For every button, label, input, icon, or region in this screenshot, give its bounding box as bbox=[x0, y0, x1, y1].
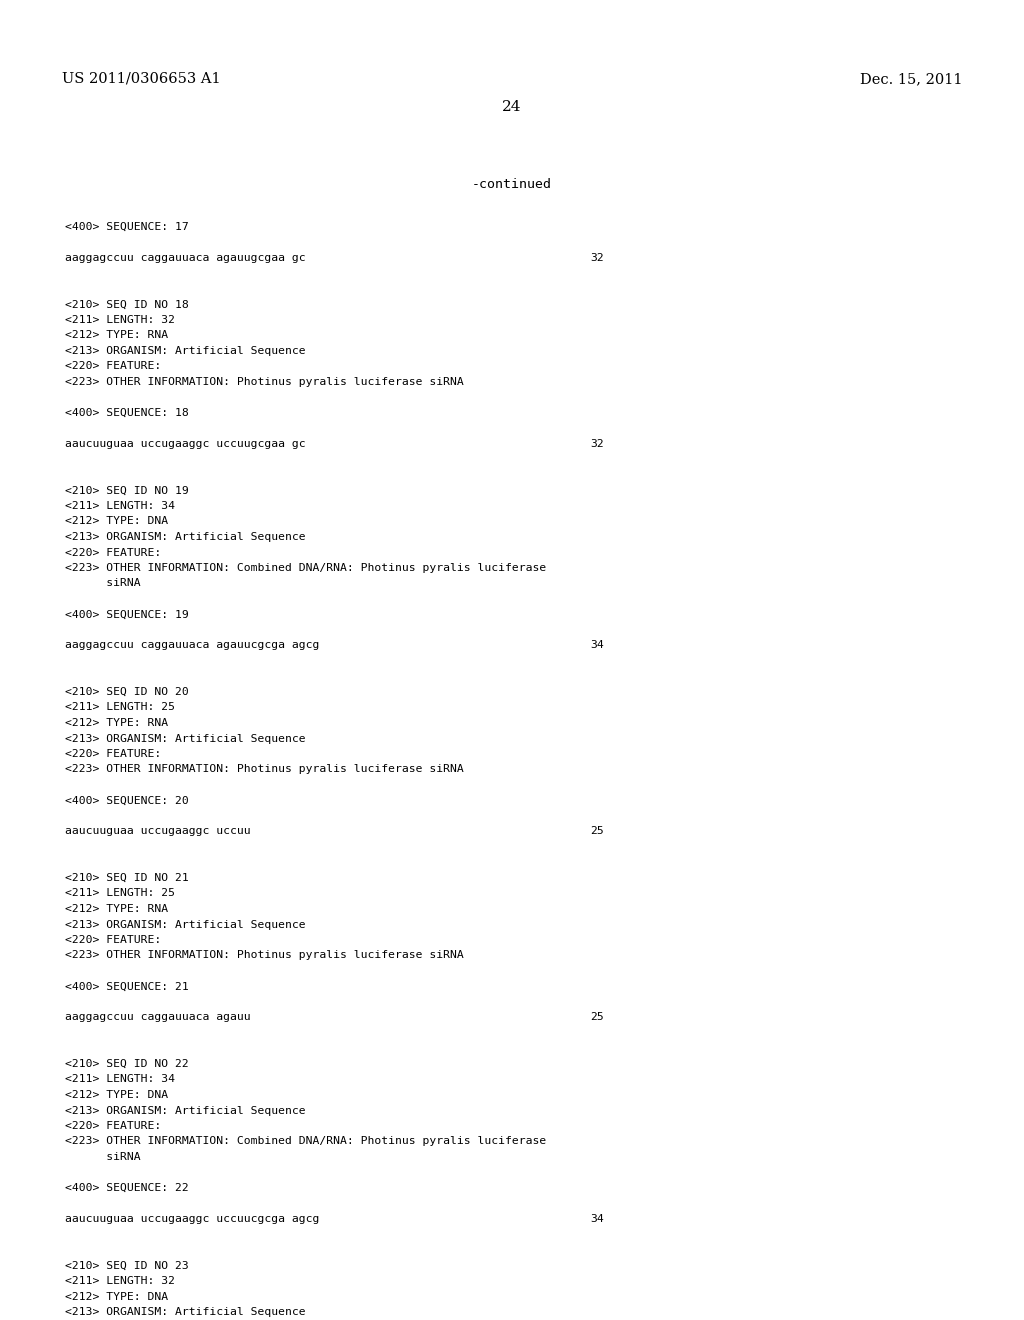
Text: <213> ORGANISM: Artificial Sequence: <213> ORGANISM: Artificial Sequence bbox=[65, 734, 305, 743]
Text: <223> OTHER INFORMATION: Photinus pyralis luciferase siRNA: <223> OTHER INFORMATION: Photinus pyrali… bbox=[65, 764, 464, 775]
Text: <211> LENGTH: 25: <211> LENGTH: 25 bbox=[65, 702, 175, 713]
Text: <220> FEATURE:: <220> FEATURE: bbox=[65, 362, 161, 371]
Text: <400> SEQUENCE: 22: <400> SEQUENCE: 22 bbox=[65, 1183, 188, 1193]
Text: aaucuuguaa uccugaaggc uccuugcgaa gc: aaucuuguaa uccugaaggc uccuugcgaa gc bbox=[65, 440, 305, 449]
Text: <223> OTHER INFORMATION: Combined DNA/RNA: Photinus pyralis luciferase: <223> OTHER INFORMATION: Combined DNA/RN… bbox=[65, 564, 546, 573]
Text: <400> SEQUENCE: 21: <400> SEQUENCE: 21 bbox=[65, 982, 188, 991]
Text: <213> ORGANISM: Artificial Sequence: <213> ORGANISM: Artificial Sequence bbox=[65, 346, 305, 356]
Text: <211> LENGTH: 32: <211> LENGTH: 32 bbox=[65, 1276, 175, 1286]
Text: aaucuuguaa uccugaaggc uccuu: aaucuuguaa uccugaaggc uccuu bbox=[65, 826, 251, 837]
Text: aaggagccuu caggauuaca agauu: aaggagccuu caggauuaca agauu bbox=[65, 1012, 251, 1023]
Text: <223> OTHER INFORMATION: Combined DNA/RNA: Photinus pyralis luciferase: <223> OTHER INFORMATION: Combined DNA/RN… bbox=[65, 1137, 546, 1147]
Text: <210> SEQ ID NO 23: <210> SEQ ID NO 23 bbox=[65, 1261, 188, 1270]
Text: <211> LENGTH: 25: <211> LENGTH: 25 bbox=[65, 888, 175, 899]
Text: 25: 25 bbox=[590, 1012, 604, 1023]
Text: US 2011/0306653 A1: US 2011/0306653 A1 bbox=[62, 73, 220, 86]
Text: <210> SEQ ID NO 21: <210> SEQ ID NO 21 bbox=[65, 873, 188, 883]
Text: <211> LENGTH: 34: <211> LENGTH: 34 bbox=[65, 1074, 175, 1085]
Text: <213> ORGANISM: Artificial Sequence: <213> ORGANISM: Artificial Sequence bbox=[65, 532, 305, 543]
Text: <212> TYPE: DNA: <212> TYPE: DNA bbox=[65, 1090, 168, 1100]
Text: <210> SEQ ID NO 22: <210> SEQ ID NO 22 bbox=[65, 1059, 188, 1069]
Text: <220> FEATURE:: <220> FEATURE: bbox=[65, 548, 161, 557]
Text: <400> SEQUENCE: 17: <400> SEQUENCE: 17 bbox=[65, 222, 188, 232]
Text: siRNA: siRNA bbox=[65, 1152, 140, 1162]
Text: 34: 34 bbox=[590, 640, 604, 651]
Text: <223> OTHER INFORMATION: Photinus pyralis luciferase siRNA: <223> OTHER INFORMATION: Photinus pyrali… bbox=[65, 378, 464, 387]
Text: <220> FEATURE:: <220> FEATURE: bbox=[65, 1121, 161, 1131]
Text: aaggagccuu caggauuaca agauugcgaa gc: aaggagccuu caggauuaca agauugcgaa gc bbox=[65, 253, 305, 263]
Text: <210> SEQ ID NO 19: <210> SEQ ID NO 19 bbox=[65, 486, 188, 495]
Text: 24: 24 bbox=[502, 100, 522, 114]
Text: <212> TYPE: RNA: <212> TYPE: RNA bbox=[65, 904, 168, 913]
Text: aaggagccuu caggauuaca agauucgcga agcg: aaggagccuu caggauuaca agauucgcga agcg bbox=[65, 640, 319, 651]
Text: Dec. 15, 2011: Dec. 15, 2011 bbox=[859, 73, 962, 86]
Text: <210> SEQ ID NO 18: <210> SEQ ID NO 18 bbox=[65, 300, 188, 309]
Text: <210> SEQ ID NO 20: <210> SEQ ID NO 20 bbox=[65, 686, 188, 697]
Text: <400> SEQUENCE: 18: <400> SEQUENCE: 18 bbox=[65, 408, 188, 418]
Text: <213> ORGANISM: Artificial Sequence: <213> ORGANISM: Artificial Sequence bbox=[65, 920, 305, 929]
Text: <212> TYPE: RNA: <212> TYPE: RNA bbox=[65, 718, 168, 729]
Text: <213> ORGANISM: Artificial Sequence: <213> ORGANISM: Artificial Sequence bbox=[65, 1106, 305, 1115]
Text: <400> SEQUENCE: 20: <400> SEQUENCE: 20 bbox=[65, 796, 188, 805]
Text: <220> FEATURE:: <220> FEATURE: bbox=[65, 935, 161, 945]
Text: <220> FEATURE:: <220> FEATURE: bbox=[65, 748, 161, 759]
Text: <223> OTHER INFORMATION: Photinus pyralis luciferase siRNA: <223> OTHER INFORMATION: Photinus pyrali… bbox=[65, 950, 464, 961]
Text: <212> TYPE: RNA: <212> TYPE: RNA bbox=[65, 330, 168, 341]
Text: 25: 25 bbox=[590, 826, 604, 837]
Text: <400> SEQUENCE: 19: <400> SEQUENCE: 19 bbox=[65, 610, 188, 619]
Text: 34: 34 bbox=[590, 1214, 604, 1224]
Text: <212> TYPE: DNA: <212> TYPE: DNA bbox=[65, 516, 168, 527]
Text: <213> ORGANISM: Artificial Sequence: <213> ORGANISM: Artificial Sequence bbox=[65, 1307, 305, 1317]
Text: <211> LENGTH: 32: <211> LENGTH: 32 bbox=[65, 315, 175, 325]
Text: siRNA: siRNA bbox=[65, 578, 140, 589]
Text: 32: 32 bbox=[590, 440, 604, 449]
Text: 32: 32 bbox=[590, 253, 604, 263]
Text: <211> LENGTH: 34: <211> LENGTH: 34 bbox=[65, 502, 175, 511]
Text: <212> TYPE: DNA: <212> TYPE: DNA bbox=[65, 1291, 168, 1302]
Text: aaucuuguaa uccugaaggc uccuucgcga agcg: aaucuuguaa uccugaaggc uccuucgcga agcg bbox=[65, 1214, 319, 1224]
Text: -continued: -continued bbox=[472, 178, 552, 191]
